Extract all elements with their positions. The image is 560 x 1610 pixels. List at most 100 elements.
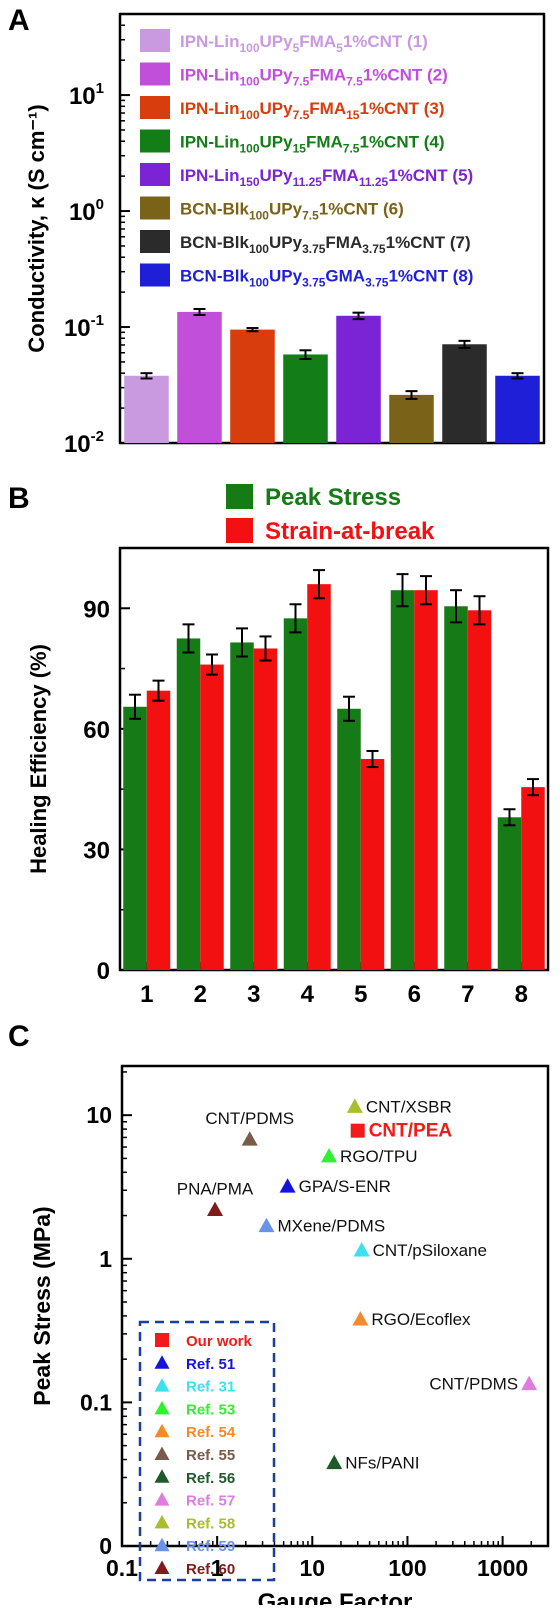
data-point — [207, 1201, 224, 1217]
x-tick-label: 1 — [140, 981, 153, 1008]
legend-label: Ref. 51 — [186, 1356, 235, 1373]
data-point — [241, 1131, 258, 1146]
y-axis-label: Healing Efficiency (%) — [26, 644, 51, 874]
data-point — [258, 1217, 275, 1233]
y-tick-label: 100 — [69, 196, 104, 226]
legend-swatch — [140, 263, 170, 287]
point-label: CNT/PEA — [369, 1121, 453, 1142]
plot-frame — [118, 546, 550, 972]
data-point — [352, 1311, 369, 1326]
panel-label-b: B — [8, 482, 30, 515]
bar — [230, 329, 275, 443]
point-label: CNT/XSBR — [366, 1097, 452, 1116]
y-tick-label: 30 — [83, 837, 110, 864]
x-tick-label: 4 — [301, 981, 315, 1008]
legend-swatch — [140, 62, 170, 86]
data-point — [279, 1178, 296, 1193]
bar — [495, 375, 540, 443]
bar — [497, 817, 522, 970]
point-label: MXene/PDMS — [277, 1217, 385, 1236]
legend-marker — [154, 1378, 170, 1392]
legend-label: IPN-Lin100UPy7.5FMA7.51%CNT (2) — [180, 66, 448, 89]
bar — [521, 787, 545, 970]
legend-marker — [154, 1514, 170, 1529]
point-label: NFs/PANI — [345, 1454, 419, 1473]
y-tick-label: 60 — [83, 717, 110, 744]
legend-swatch — [140, 230, 170, 253]
legend-marker — [154, 1446, 170, 1460]
legend-label: Ref. 54 — [186, 1424, 236, 1441]
y-axis-label: Peak Stress (MPa) — [29, 1206, 55, 1405]
x-tick-label: 7 — [461, 981, 474, 1008]
legend-swatch — [140, 129, 170, 153]
bar — [283, 618, 308, 970]
legend-marker — [154, 1355, 170, 1369]
x-tick-label: 1000 — [477, 1555, 528, 1581]
y-tick-label: 0 — [97, 958, 110, 985]
x-tick-label: 6 — [408, 981, 421, 1008]
legend-swatch — [226, 518, 253, 543]
conductivity-bar-chart: 10-2 10-1 100 101 Conductivity, κ (S cm⁻¹) IP… — [24, 12, 546, 458]
legend-swatch — [140, 96, 170, 119]
x-tick-label: 8 — [515, 981, 528, 1008]
legend-marker — [154, 1537, 170, 1552]
legend-swatch — [226, 484, 253, 509]
legend-swatch — [140, 196, 170, 220]
point-label: RGO/Ecoflex — [371, 1310, 471, 1329]
data-point — [350, 1123, 365, 1138]
x-tick-label: 1 — [211, 1555, 224, 1581]
legend-label: Ref. 56 — [186, 1470, 235, 1487]
bar — [123, 706, 147, 970]
legend-label: Ref. 55 — [186, 1447, 235, 1464]
data-point — [521, 1375, 538, 1391]
healing-efficiency-bar-chart: 0 30 60 90 Healing Efficiency (%) 1 2 3 4 5 6 7 8 Pea… — [26, 484, 550, 1008]
legend-marker — [154, 1560, 170, 1574]
legend-swatch — [140, 163, 170, 186]
panel-c: C 0.1 1 10 100 1000 0 0.1 1 10 Gauge Factor Peak S… — [0, 1010, 560, 1610]
legend-label: Ref. 58 — [186, 1515, 235, 1532]
data-point — [353, 1242, 370, 1257]
bar — [253, 648, 278, 970]
legend-box — [138, 1320, 276, 1582]
x-tick-label: 0.1 — [106, 1555, 138, 1581]
point-label: CNT/PDMS — [205, 1109, 294, 1128]
x-tick-label: 10 — [300, 1555, 326, 1581]
panel-label-a: A — [8, 4, 30, 37]
bar — [360, 759, 385, 970]
point-label: CNT/pSiloxane — [373, 1241, 487, 1260]
legend-label: BCN-Blk100UPy7.51%CNT (6) — [180, 200, 404, 223]
legend-label: IPN-Lin150UPy11.25FMA11.251%CNT (5) — [180, 166, 473, 189]
bar — [444, 606, 468, 970]
legend-label: Ref. 57 — [186, 1493, 235, 1510]
legend-label: Ref. 59 — [186, 1538, 235, 1555]
x-tick-label: 5 — [354, 981, 367, 1008]
point-label: PNA/PMA — [177, 1180, 254, 1199]
x-tick-label: 2 — [194, 981, 207, 1008]
data-point — [326, 1454, 343, 1470]
legend-label: IPN-Lin100UPy7.5FMA151%CNT (3) — [180, 99, 445, 122]
plot-frame — [120, 1064, 550, 1548]
bar — [414, 590, 438, 970]
bar — [230, 642, 254, 970]
x-axis-label: Gauge Factor — [258, 1589, 413, 1605]
point-label: CNT/PDMS — [429, 1375, 518, 1394]
legend-label: Our work — [186, 1333, 253, 1350]
legend-marker — [154, 1469, 170, 1483]
legend-label: Ref. 53 — [186, 1401, 235, 1418]
y-tick-label: 10 — [86, 1102, 112, 1128]
y-tick-label: 10-1 — [64, 312, 104, 342]
bar — [176, 638, 201, 970]
bar — [442, 344, 487, 443]
y-tick-label: 1 — [99, 1246, 112, 1272]
bar — [307, 584, 331, 970]
legend-label: IPN-Lin100UPy5FMA51%CNT (1) — [180, 32, 428, 55]
bar — [283, 354, 328, 443]
y-tick-label: 0.1 — [80, 1389, 112, 1415]
legend-label: Ref. 60 — [186, 1561, 235, 1578]
y-axis-label: Conductivity, κ (S cm⁻¹) — [24, 104, 49, 352]
panel-a: A 10-2 10-1 100 101 Conductivity, κ (S cm⁻¹)… — [0, 0, 560, 470]
x-tick-label: 3 — [247, 981, 260, 1008]
bar — [336, 315, 381, 443]
legend-label: Peak Stress — [265, 484, 401, 511]
